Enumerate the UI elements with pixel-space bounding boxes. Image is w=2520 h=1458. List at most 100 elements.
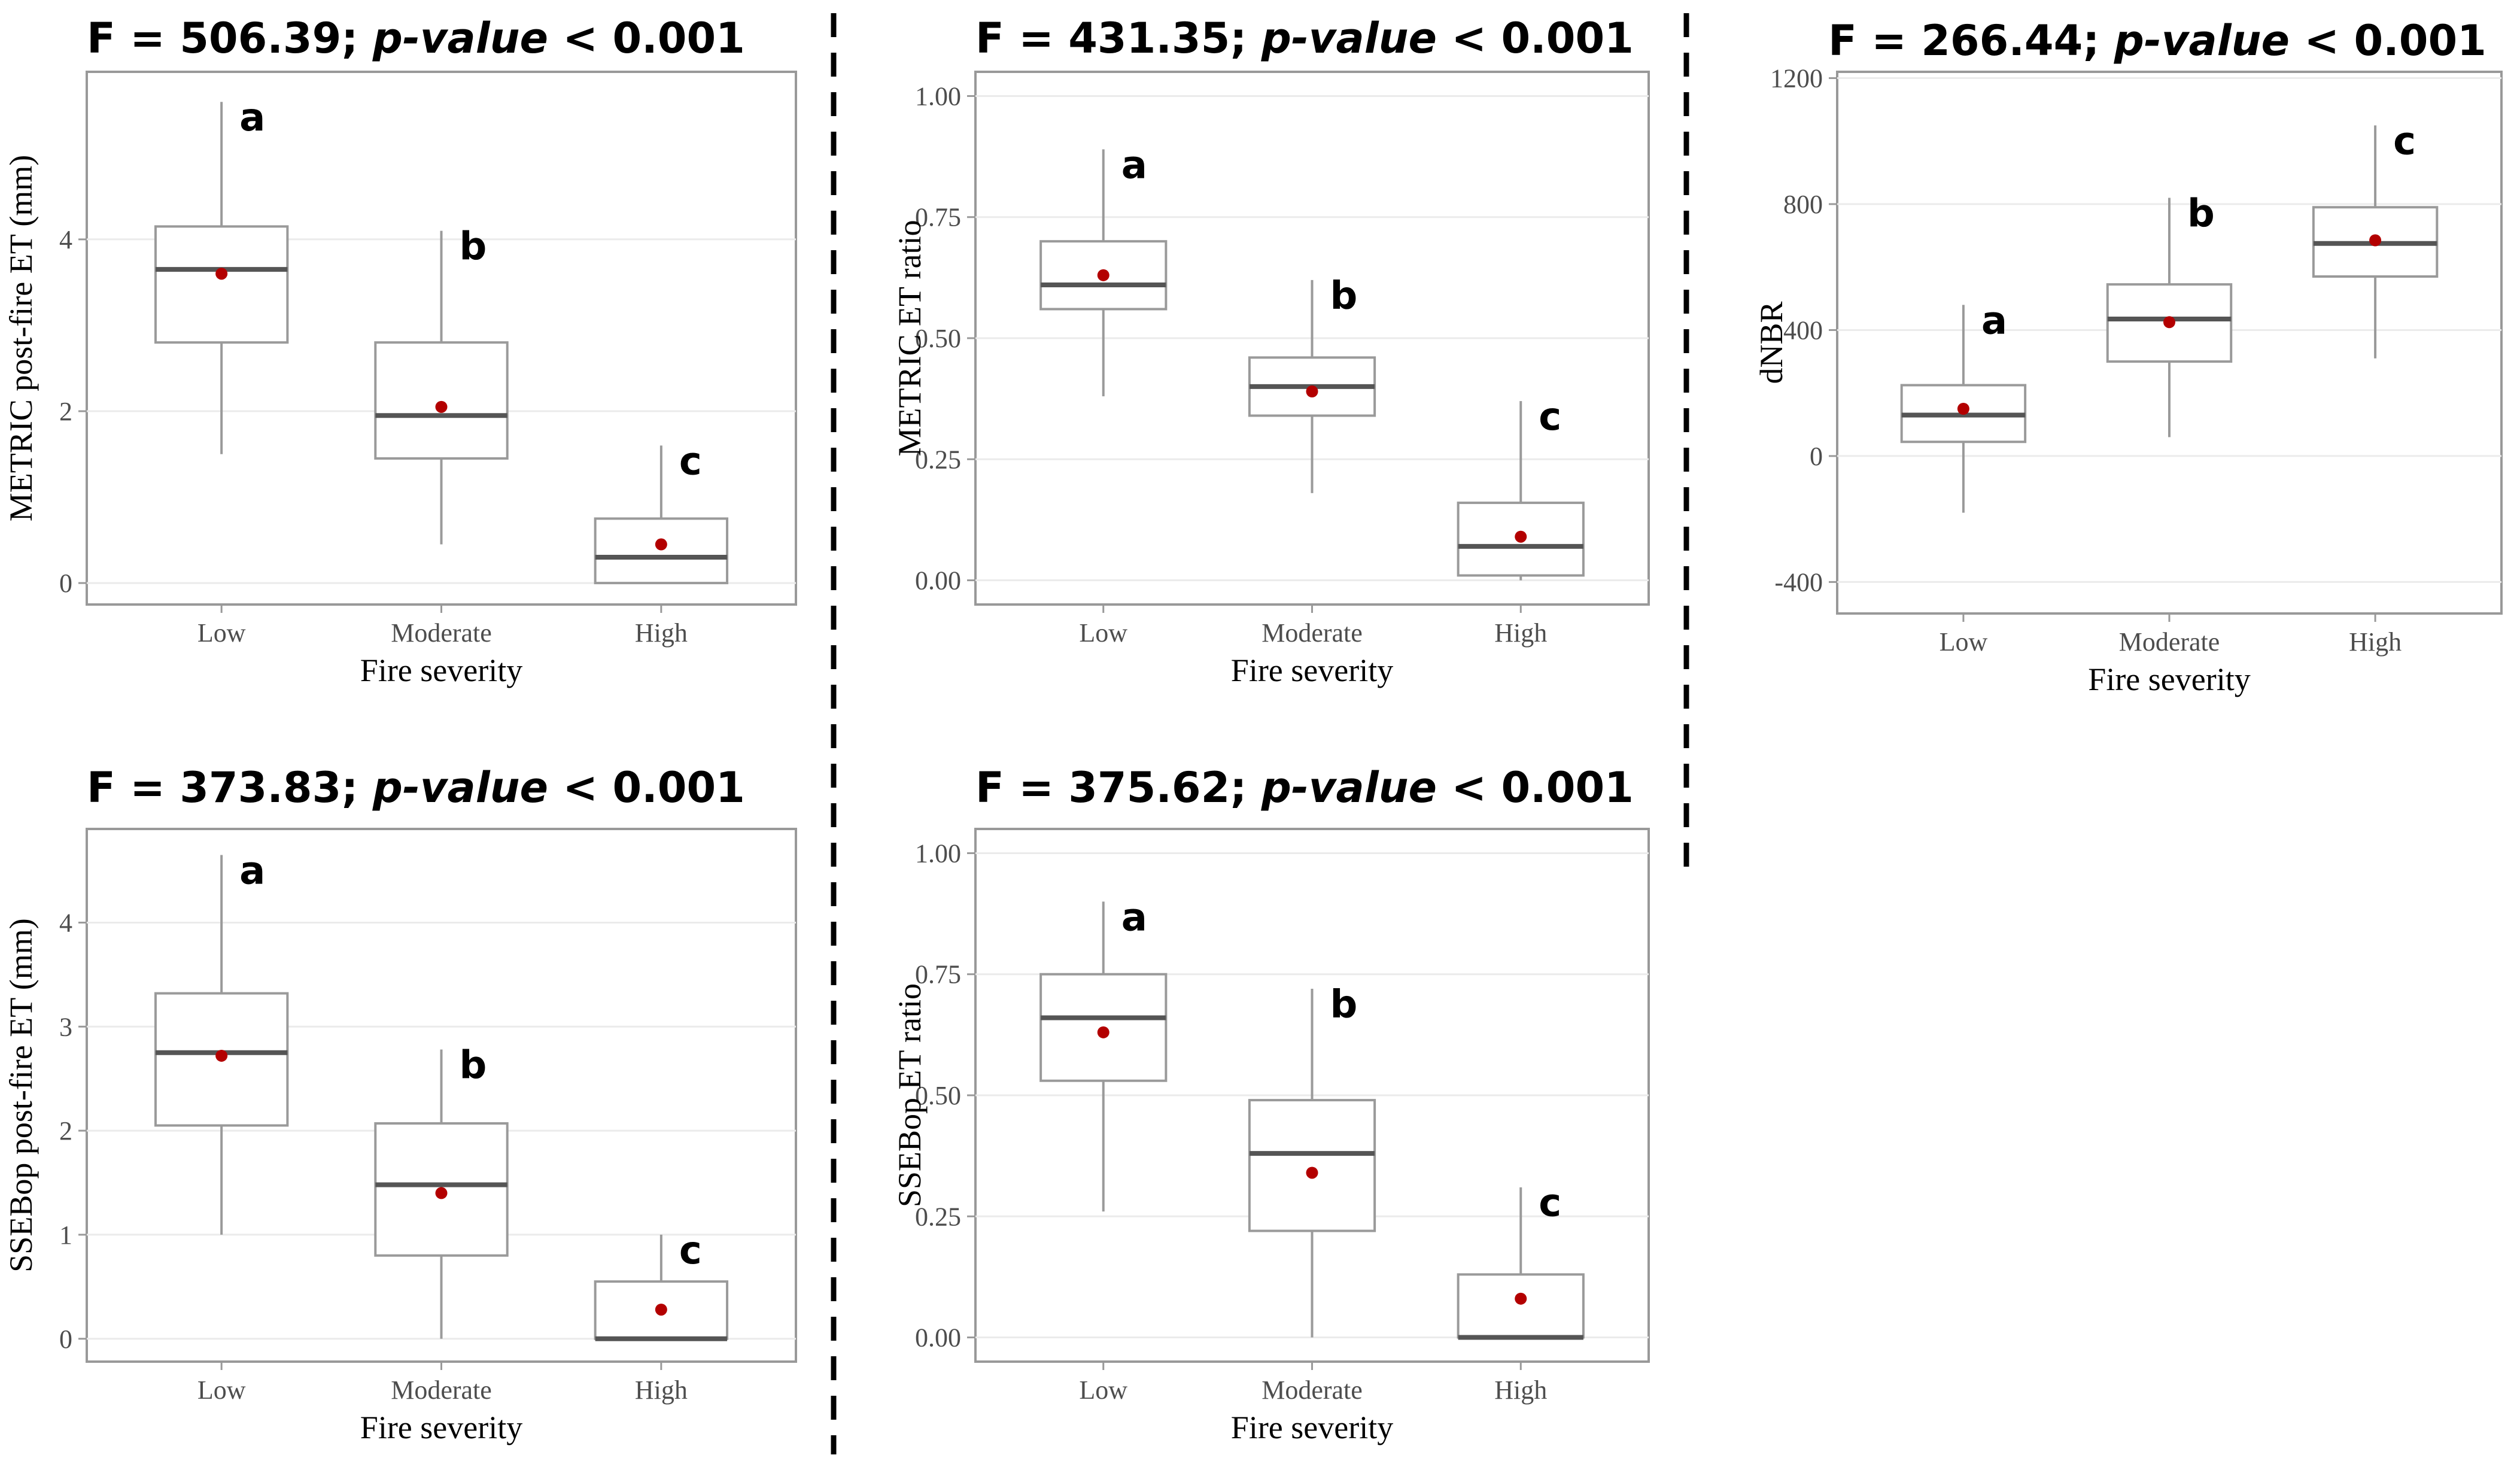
title-threshold: < 0.001 — [1437, 14, 1634, 63]
x-tick-label: High — [635, 1375, 688, 1405]
title-threshold: < 0.001 — [1437, 763, 1634, 812]
significance-letter: a — [239, 849, 265, 893]
title-p-value-label: p-value — [1261, 14, 1437, 63]
box-low: a — [154, 96, 289, 454]
box-moderate: b — [374, 1044, 509, 1339]
x-tick-label: Low — [197, 618, 246, 648]
y-tick-label: 0 — [1810, 442, 1823, 471]
mean-point — [215, 1049, 228, 1062]
title-statistic: F = 266.44; — [1828, 16, 2114, 65]
x-tick-label: Moderate — [391, 618, 492, 648]
mean-point — [1515, 1292, 1527, 1305]
mean-point — [2369, 234, 2382, 247]
panel-title: F = 373.83; p-value < 0.001 — [87, 763, 745, 812]
significance-letter: a — [1121, 143, 1147, 187]
mean-point — [435, 1187, 448, 1199]
y-tick-label: 1.00 — [915, 81, 961, 111]
title-p-value-label: p-value — [372, 763, 548, 812]
y-axis-title: SSEBop post-fire ET (mm) — [3, 918, 39, 1272]
title-p-value-label: p-value — [2114, 16, 2290, 65]
box-iqr — [594, 517, 729, 585]
panel-title: F = 266.44; p-value < 0.001 — [1828, 16, 2486, 65]
title-statistic: F = 373.83; — [87, 763, 373, 812]
box-low: a — [154, 849, 289, 1235]
x-tick-label: Moderate — [391, 1375, 492, 1405]
y-tick-label: 0.25 — [915, 1202, 961, 1231]
significance-letter: c — [679, 439, 702, 484]
mean-point — [215, 268, 228, 280]
title-statistic: F = 431.35; — [975, 14, 1261, 63]
x-tick-label: High — [1494, 1375, 1547, 1405]
y-tick-label: 0.75 — [915, 203, 961, 232]
y-tick-label: 4 — [59, 908, 72, 937]
chart-panels: 0 2 4 a Low b Moderate c High Fire severity METRIC… — [3, 14, 2503, 1445]
y-tick-label: 0.50 — [915, 1081, 961, 1110]
x-tick-label: Low — [197, 1375, 246, 1405]
box-moderate: b — [1248, 983, 1376, 1338]
box-high: c — [594, 439, 729, 585]
mean-point — [1306, 1167, 1318, 1179]
significance-letter: a — [1981, 299, 2007, 343]
title-p-value-label: p-value — [1261, 763, 1437, 812]
mean-point — [655, 1304, 667, 1316]
significance-letter: b — [1330, 274, 1358, 318]
box-iqr — [154, 225, 289, 344]
mean-point — [1097, 269, 1109, 281]
box-high: c — [1457, 395, 1585, 581]
box-moderate: b — [2106, 192, 2233, 438]
title-p-value-label: p-value — [372, 14, 548, 63]
y-axis-title: METRIC post-fire ET (mm) — [3, 155, 39, 521]
panel-title: F = 375.62; p-value < 0.001 — [975, 763, 1634, 812]
x-tick-label: Low — [1079, 618, 1127, 648]
title-threshold: < 0.001 — [2290, 16, 2486, 65]
y-tick-label: 400 — [1783, 315, 1823, 345]
x-axis-title: Fire severity — [360, 1410, 522, 1445]
x-tick-label: Low — [1079, 1375, 1127, 1405]
box-iqr — [1248, 1099, 1376, 1232]
y-tick-label: 3 — [59, 1012, 72, 1041]
title-statistic: F = 506.39; — [87, 14, 373, 63]
chart-panel-4: 0 1 2 3 4 a Low b Moderate c High Fire severity SSEB… — [3, 763, 797, 1445]
box-low: a — [1039, 143, 1168, 397]
x-axis-title: Fire severity — [360, 652, 522, 688]
panel-title: F = 506.39; p-value < 0.001 — [87, 14, 745, 63]
x-tick-label: Moderate — [1261, 618, 1363, 648]
y-tick-label: 0 — [59, 1325, 72, 1354]
significance-letter: c — [679, 1229, 702, 1273]
significance-letter: b — [460, 1044, 487, 1088]
y-tick-label: 4 — [59, 225, 72, 254]
box-low: a — [1900, 299, 2027, 513]
y-tick-label: 1.00 — [915, 839, 961, 868]
box-moderate: b — [1248, 274, 1376, 493]
box-high: c — [2312, 119, 2439, 359]
y-tick-label: 0.25 — [915, 445, 961, 474]
significance-letter: b — [1330, 983, 1358, 1027]
significance-letter: b — [2187, 192, 2215, 236]
chart-panel-1: 0 2 4 a Low b Moderate c High Fire severity METRIC… — [3, 14, 797, 688]
x-tick-label: High — [635, 618, 688, 648]
significance-letter: a — [1121, 895, 1147, 940]
title-threshold: < 0.001 — [548, 763, 745, 812]
box-low: a — [1039, 895, 1168, 1212]
significance-letter: c — [2393, 119, 2416, 163]
chart-panel-3: -400 0 400 800 1200 a Low b Moderate c High Fire se… — [1753, 16, 2503, 697]
mean-point — [1515, 530, 1527, 543]
box-high: c — [1457, 1181, 1585, 1340]
y-tick-label: 0.00 — [915, 1323, 961, 1353]
box-iqr — [374, 341, 509, 460]
box-iqr — [1457, 1273, 1585, 1339]
x-tick-label: Moderate — [2119, 627, 2220, 657]
box-moderate: b — [374, 225, 509, 545]
y-tick-label: 0.00 — [915, 566, 961, 596]
mean-point — [2163, 316, 2175, 329]
y-axis-title: dNBR — [1753, 301, 1789, 384]
x-tick-label: Moderate — [1261, 1375, 1363, 1405]
significance-letter: c — [1539, 1181, 1561, 1226]
y-axis-title: SSEBop ET ratio — [892, 983, 928, 1207]
panel-title: F = 431.35; p-value < 0.001 — [975, 14, 1634, 63]
mean-point — [1957, 402, 1969, 415]
y-axis-title: METRIC ET ratio — [892, 220, 928, 457]
x-axis-title: Fire severity — [1231, 652, 1393, 688]
mean-point — [435, 400, 448, 413]
